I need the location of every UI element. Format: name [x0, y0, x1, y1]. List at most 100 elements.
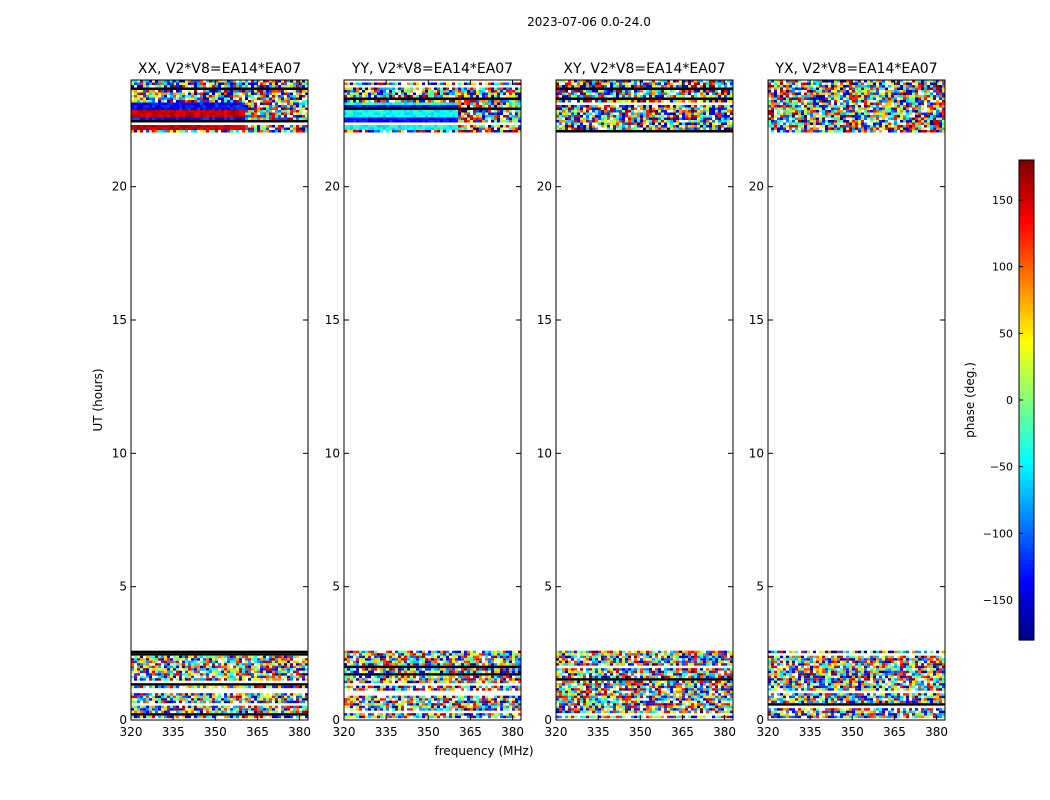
y-tick-label: 15	[325, 313, 340, 327]
colorbar-segment	[1019, 548, 1034, 553]
y-axis-label: UT (hours)	[91, 368, 105, 431]
colorbar-segment	[1019, 504, 1034, 509]
colorbar-segment	[1019, 340, 1034, 345]
colorbar-segment	[1019, 616, 1034, 621]
y-tick-label: 20	[749, 180, 764, 194]
y-tick-label: 10	[112, 446, 127, 460]
panel-heatmap-cells	[556, 80, 733, 719]
colorbar-segment	[1019, 400, 1034, 405]
colorbar-segment	[1019, 564, 1034, 569]
colorbar-segment	[1019, 192, 1034, 197]
colorbar-tick-label: 150	[992, 194, 1013, 207]
x-tick-label: 320	[333, 725, 356, 739]
colorbar-segment	[1019, 360, 1034, 365]
colorbar-segment	[1019, 224, 1034, 229]
colorbar-segment	[1019, 604, 1034, 609]
colorbar-tick-label: −50	[990, 461, 1013, 474]
panel-heatmap-cells	[131, 80, 308, 719]
colorbar-segment	[1019, 636, 1034, 641]
colorbar-segment	[1019, 392, 1034, 397]
y-tick-label: 15	[749, 313, 764, 327]
colorbar-segment	[1019, 408, 1034, 413]
panel-1: XX, V2*V8=EA14*EA07 0 5 10 15 20 320 335 350 365 3…	[112, 61, 311, 739]
colorbar-segment	[1019, 460, 1034, 465]
colorbar-tick-label: 50	[999, 327, 1013, 340]
panel-plot-area	[344, 80, 521, 720]
colorbar-segment	[1019, 316, 1034, 321]
colorbar-segment	[1019, 168, 1034, 173]
colorbar-segment	[1019, 256, 1034, 261]
y-tick-label: 20	[112, 180, 127, 194]
panel-title: YX, V2*V8=EA14*EA07	[774, 61, 937, 77]
colorbar-segment	[1019, 472, 1034, 477]
colorbar-segment	[1019, 484, 1034, 489]
colorbar-segment	[1019, 516, 1034, 521]
colorbar-segment	[1019, 600, 1034, 605]
colorbar-segment	[1019, 508, 1034, 513]
colorbar-segment	[1019, 556, 1034, 561]
y-tick-label: 5	[756, 580, 764, 594]
panel-frame	[555, 79, 734, 721]
colorbar-segment	[1019, 396, 1034, 401]
colorbar-segment	[1019, 592, 1034, 597]
y-tick-label: 5	[332, 580, 340, 594]
colorbar-segment	[1019, 288, 1034, 293]
colorbar-segment	[1019, 440, 1034, 445]
colorbar-segment	[1019, 536, 1034, 541]
x-tick-label: 380	[288, 725, 311, 739]
colorbar-segment	[1019, 420, 1034, 425]
colorbar-segment	[1019, 512, 1034, 517]
colorbar-segment	[1019, 352, 1034, 357]
colorbar-segment	[1019, 308, 1034, 313]
x-tick-label: 380	[501, 725, 524, 739]
colorbar-segment	[1019, 540, 1034, 545]
panel-title: YY, V2*V8=EA14*EA07	[351, 61, 513, 77]
panel-frame	[767, 79, 946, 721]
colorbar-segment	[1019, 344, 1034, 349]
colorbar-segment	[1019, 336, 1034, 341]
colorbar-segment	[1019, 240, 1034, 245]
x-tick-label: 320	[545, 725, 568, 739]
colorbar-segment	[1019, 236, 1034, 241]
colorbar-segment	[1019, 232, 1034, 237]
panel-frame	[130, 79, 309, 721]
colorbar-tick-label: −150	[983, 594, 1013, 607]
colorbar-segment	[1019, 428, 1034, 433]
colorbar-segment	[1019, 376, 1034, 381]
colorbar: −150 −100 −50 0 50 100 150	[983, 159, 1035, 641]
panel-2: YY, V2*V8=EA14*EA07 0 5 10 15 20 320 335 350 365 3…	[325, 61, 524, 739]
panel-title: XY, V2*V8=EA14*EA07	[563, 61, 725, 77]
x-tick-label: 350	[841, 725, 864, 739]
colorbar-segment	[1019, 544, 1034, 549]
colorbar-segment	[1019, 200, 1034, 205]
x-tick-label: 365	[246, 725, 269, 739]
x-tick-label: 320	[757, 725, 780, 739]
colorbar-segment	[1019, 412, 1034, 417]
colorbar-segment	[1019, 424, 1034, 429]
y-tick-label: 20	[325, 180, 340, 194]
colorbar-segment	[1019, 188, 1034, 193]
x-tick-label: 350	[417, 725, 440, 739]
colorbar-segment	[1019, 584, 1034, 589]
colorbar-segment	[1019, 372, 1034, 377]
colorbar-segment	[1019, 276, 1034, 281]
y-tick-label: 0	[756, 713, 764, 727]
x-tick-label: 335	[162, 725, 185, 739]
panel-4: YX, V2*V8=EA14*EA07 0 5 10 15 20 320 335 350 365 3…	[749, 61, 948, 739]
x-tick-label: 335	[375, 725, 398, 739]
colorbar-segment	[1019, 244, 1034, 249]
colorbar-segment	[1019, 528, 1034, 533]
colorbar-segment	[1019, 332, 1034, 337]
colorbar-segment	[1019, 164, 1034, 169]
colorbar-segment	[1019, 432, 1034, 437]
colorbar-segment	[1019, 572, 1034, 577]
panel-heatmap-cells	[768, 80, 945, 719]
x-tick-label: 365	[671, 725, 694, 739]
colorbar-segment	[1019, 160, 1034, 165]
colorbar-segment	[1019, 380, 1034, 385]
panel-plot-area	[131, 80, 308, 720]
colorbar-segment	[1019, 612, 1034, 617]
colorbar-segment	[1019, 348, 1034, 353]
colorbar-segment	[1019, 560, 1034, 565]
colorbar-segment	[1019, 296, 1034, 301]
